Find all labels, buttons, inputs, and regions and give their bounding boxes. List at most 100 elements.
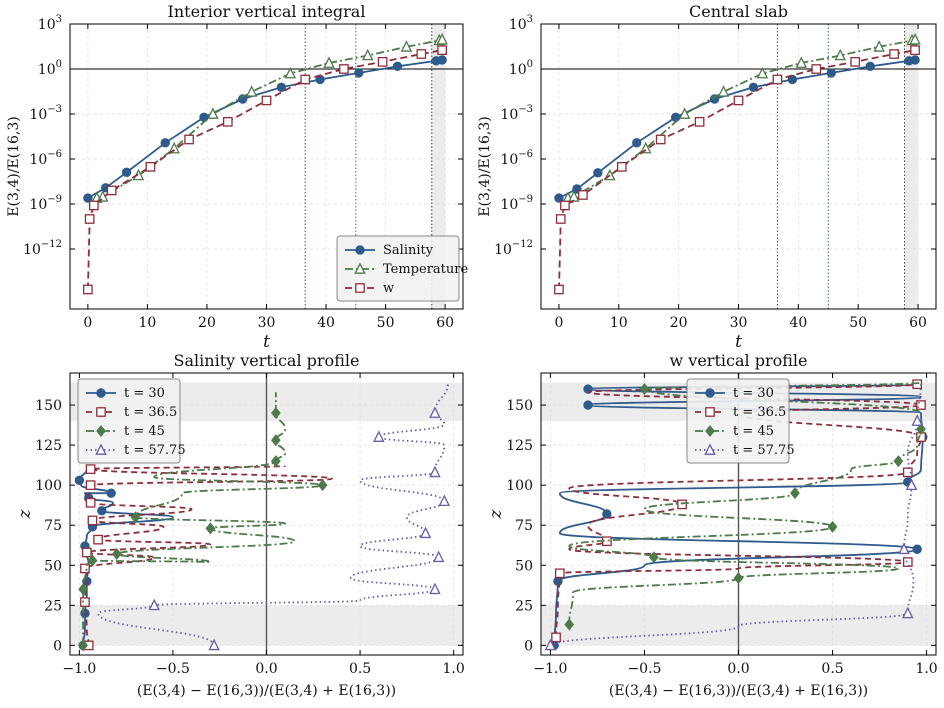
data-point [889, 49, 899, 59]
y-tick-label: 75 [44, 518, 62, 534]
data-point [670, 112, 681, 123]
x-axis-label: t [735, 332, 742, 352]
x-tick-label: −1.0 [62, 661, 96, 677]
data-point [81, 547, 92, 558]
data-point [583, 400, 593, 410]
x-tick-label: 1.0 [443, 661, 465, 677]
data-point [578, 190, 588, 200]
data-point [437, 45, 448, 56]
x-tick-label: −1.0 [533, 661, 567, 677]
data-point [377, 56, 388, 67]
data-point [554, 568, 565, 579]
y-axis-label: E(3,4)/E(16,3) [6, 116, 22, 216]
x-tick-label: 60 [909, 315, 927, 331]
x-tick-label: 0.5 [821, 661, 843, 677]
data-point [284, 66, 297, 79]
data-point [678, 107, 691, 119]
data-point [717, 85, 730, 97]
data-point [88, 200, 99, 211]
data-point [616, 161, 627, 172]
data-point [850, 56, 861, 67]
legend-box [77, 378, 181, 464]
data-point [392, 61, 403, 72]
data-point [632, 138, 642, 148]
series-line-2 [555, 383, 922, 638]
legend-label: t = 36.5 [733, 405, 786, 420]
data-point [205, 522, 216, 535]
x-tick-label: 40 [789, 315, 807, 331]
legend: t = 30 t = 36.5 t = 45 t = 57.75 [77, 378, 186, 464]
x-tick-label: 0 [554, 315, 563, 331]
data-point [261, 95, 272, 106]
data-point [160, 138, 170, 148]
legend-marker [355, 283, 365, 293]
y-tick-label: 150 [506, 398, 533, 414]
data-point [74, 475, 85, 486]
data-point [83, 193, 93, 203]
data-point [639, 383, 650, 396]
data-point [317, 479, 328, 492]
legend-label: w [383, 281, 394, 296]
data-point [709, 94, 720, 104]
panel-title: Central slab [689, 2, 788, 21]
data-point [893, 455, 904, 468]
data-point [554, 193, 564, 203]
data-point [910, 55, 920, 65]
legend-marker [705, 388, 715, 398]
data-point [551, 632, 561, 643]
data-point [400, 40, 413, 52]
y-tick-label: 10−3 [29, 104, 62, 123]
panel-title: Salinity vertical profile [174, 351, 360, 370]
data-point [916, 423, 926, 436]
series-group [554, 33, 921, 295]
series-group [74, 382, 451, 652]
data-point [87, 515, 98, 526]
y-tick-label: 100 [506, 478, 533, 494]
legend-box [686, 378, 790, 464]
shaded-region [904, 24, 919, 309]
x-tick-label: 50 [377, 315, 395, 331]
data-point [208, 638, 220, 651]
legend-label: t = 30 [733, 386, 774, 401]
data-point [429, 582, 441, 595]
panel-2: 0 10 20 30 40 50 60 10−12 10−9 10−6 10−3 100 103 Cent… [477, 2, 937, 352]
y-tick-label: 50 [44, 558, 62, 574]
data-point [85, 480, 96, 491]
data-point [416, 49, 427, 59]
data-point [916, 400, 926, 410]
x-tick-label: 20 [670, 315, 688, 331]
data-point [748, 82, 759, 93]
data-point [912, 544, 922, 554]
legend-box [336, 235, 460, 302]
data-point [85, 497, 96, 508]
x-axis-label: t [263, 332, 270, 352]
data-point [437, 55, 447, 65]
data-point [602, 509, 612, 519]
y-tick-label: 50 [515, 558, 533, 574]
legend-marker [705, 425, 715, 437]
data-point [271, 434, 281, 447]
x-tick-label: 10 [610, 315, 628, 331]
data-point [826, 68, 836, 78]
x-tick-label: 0.5 [349, 661, 371, 677]
data-point [560, 200, 570, 211]
data-point [271, 455, 281, 468]
data-point [83, 284, 93, 295]
data-point [834, 48, 846, 61]
data-point [553, 576, 563, 586]
data-point [564, 618, 575, 631]
data-point [78, 639, 88, 652]
data-point [145, 161, 156, 172]
data-point [339, 64, 349, 74]
x-tick-label: −0.5 [156, 661, 190, 677]
data-point [677, 499, 687, 510]
data-point [790, 487, 800, 500]
data-point [168, 141, 180, 154]
x-axis-label: (E(3,4) − E(16,3))/(E(3,4) + E(16,3)) [137, 683, 396, 699]
data-point [655, 134, 666, 145]
y-tick-label: 125 [35, 438, 62, 454]
x-tick-label: −0.5 [627, 661, 661, 677]
y-tick-label: 0 [53, 638, 62, 654]
data-point [184, 134, 194, 145]
